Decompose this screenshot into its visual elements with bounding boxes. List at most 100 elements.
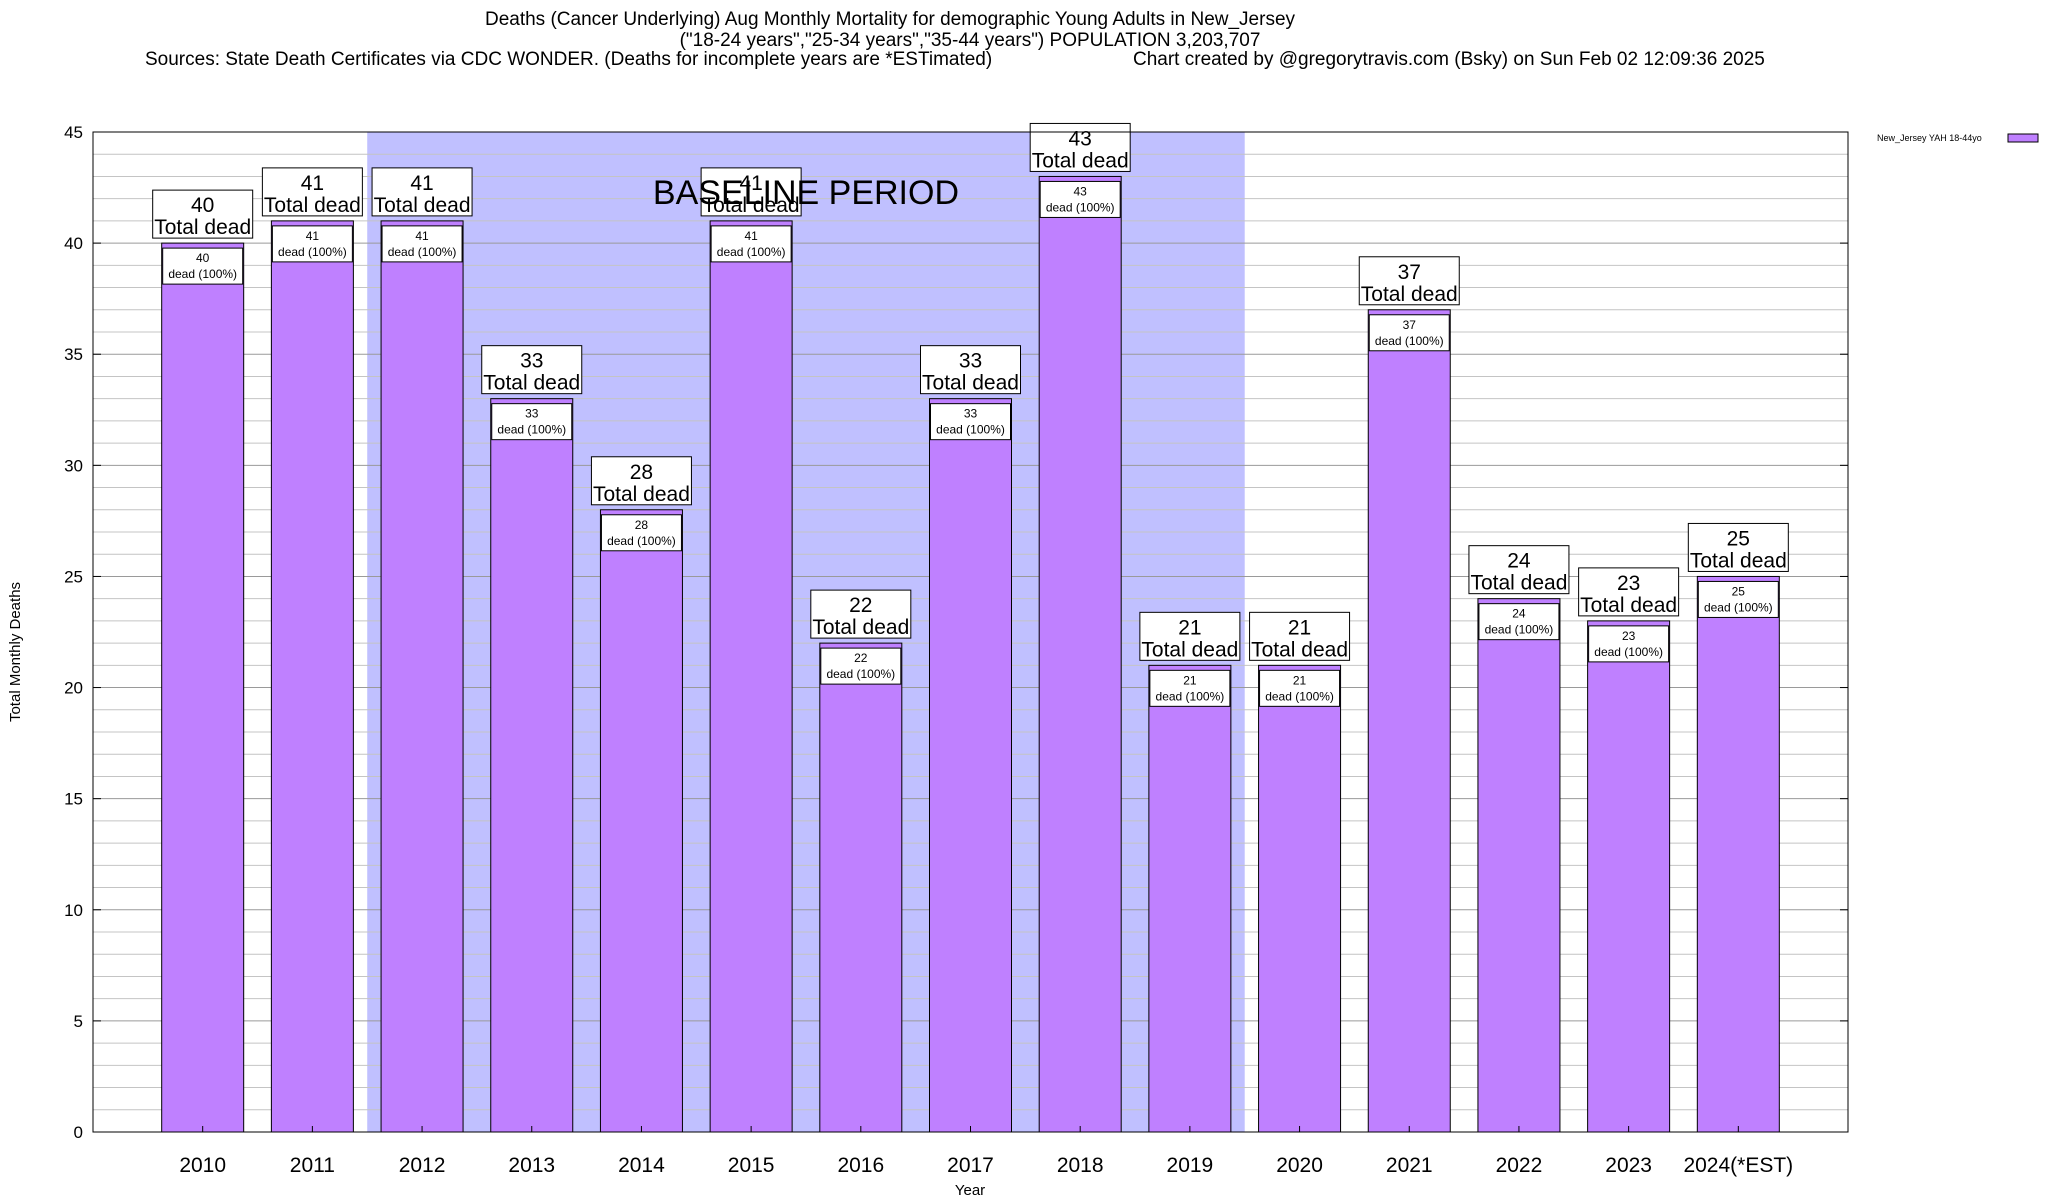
top-total-label: Total dead (703, 194, 800, 217)
x-tick-label: 2018 (1057, 1154, 1104, 1177)
y-tick-label: 10 (64, 901, 83, 920)
top-label-box (261, 167, 363, 217)
y-axis: 0 5 10 15 20 25 30 35 40 45 (64, 123, 1848, 1142)
top-total-label: Total dead (483, 372, 580, 395)
inner-label-box (381, 225, 463, 263)
top-total-label: Total dead (1032, 149, 1129, 172)
chart-title: Deaths (Cancer Underlying) Aug Monthly M… (485, 9, 1296, 30)
top-value-label: 21 (1288, 616, 1311, 639)
y-tick-label: 45 (64, 123, 83, 142)
top-value-label: 28 (630, 461, 653, 484)
y-tick-label: 40 (64, 234, 83, 253)
top-label-box (1687, 522, 1789, 572)
top-value-label: 43 (1069, 127, 1092, 150)
inner-value-label: 23 (1622, 629, 1636, 643)
top-label-box (1468, 545, 1570, 595)
inner-percent-label: dead (100%) (1375, 334, 1444, 348)
top-total-label: Total dead (264, 194, 361, 217)
x-tick-label: 2022 (1496, 1154, 1543, 1177)
x-tick-label: 2017 (947, 1154, 994, 1177)
inner-value-label: 43 (1074, 184, 1088, 198)
inner-value-label: 33 (964, 407, 978, 421)
legend: New_Jersey YAH 18-44yo (1877, 133, 2039, 143)
top-total-label: Total dead (593, 483, 690, 506)
inner-percent-label: dead (100%) (278, 245, 347, 259)
top-value-label: 37 (1398, 261, 1421, 284)
top-label-box (1358, 256, 1460, 306)
top-label-box (590, 456, 692, 506)
top-total-label: Total dead (374, 194, 471, 217)
inner-label-box (1149, 669, 1231, 707)
inner-label-box (820, 647, 902, 685)
inner-value-label: 40 (196, 251, 210, 265)
top-label-box (1249, 611, 1351, 661)
inner-label-box (491, 403, 573, 441)
x-tick-label: 2011 (290, 1154, 335, 1177)
inner-percent-label: dead (100%) (1594, 645, 1663, 659)
bar (380, 220, 464, 1133)
inner-value-label: 28 (635, 518, 649, 532)
bar (270, 220, 354, 1133)
top-total-label: Total dead (1251, 638, 1348, 661)
top-total-label: Total dead (922, 372, 1019, 395)
bar (819, 642, 903, 1133)
inner-value-label: 41 (744, 229, 758, 243)
inner-value-label: 37 (1403, 318, 1417, 332)
x-tick-label: 2014 (618, 1154, 665, 1177)
x-tick-label: 2023 (1605, 1154, 1652, 1177)
inner-percent-label: dead (100%) (388, 245, 457, 259)
legend-swatch (2007, 133, 2039, 143)
top-value-label: 41 (739, 172, 762, 195)
inner-percent-label: dead (100%) (1485, 623, 1554, 637)
y-tick-label: 25 (64, 567, 83, 586)
y-axis-title: Total Monthly Deaths (7, 582, 24, 722)
inner-percent-label: dead (100%) (936, 423, 1005, 437)
top-total-label: Total dead (1141, 638, 1238, 661)
bar (929, 398, 1012, 1133)
bar (1587, 620, 1671, 1133)
inner-value-label: 41 (415, 229, 429, 243)
inner-label-box (1588, 625, 1670, 663)
bar (1258, 664, 1342, 1133)
top-label-box (1578, 567, 1680, 617)
inner-label-box (1478, 603, 1560, 641)
bar (709, 220, 793, 1133)
y-tick-label: 35 (64, 345, 83, 364)
bar (490, 398, 574, 1133)
bar (1367, 309, 1451, 1133)
x-axis: 2010 2011 2012 2013 2014 2015 2016 2017 2018 2019… (179, 1126, 1793, 1177)
y-tick-label: 30 (64, 456, 83, 475)
inner-percent-label: dead (100%) (717, 245, 786, 259)
x-tick-label: 2013 (508, 1154, 555, 1177)
inner-label-box (162, 247, 244, 285)
top-label-box (152, 189, 254, 239)
y-tick-label: 15 (64, 790, 83, 809)
inner-percent-label: dead (100%) (1156, 689, 1225, 703)
top-total-label: Total dead (1690, 549, 1787, 572)
y-tick-label: 5 (74, 1012, 83, 1031)
bar (1477, 598, 1561, 1133)
x-tick-label: 2024(*EST) (1683, 1154, 1793, 1177)
top-label-box (1029, 122, 1131, 172)
bar (161, 242, 245, 1133)
top-value-label: 24 (1507, 550, 1531, 573)
y-tick-label: 20 (64, 679, 83, 698)
inner-value-label: 41 (306, 229, 320, 243)
y-tick-label: 0 (74, 1123, 83, 1142)
inner-percent-label: dead (100%) (1704, 600, 1773, 614)
x-tick-label: 2015 (728, 1154, 775, 1177)
top-label-box (920, 345, 1021, 395)
inner-value-label: 24 (1512, 607, 1526, 621)
top-value-label: 22 (849, 594, 872, 617)
inner-percent-label: dead (100%) (1265, 689, 1334, 703)
chart-subtitle: ("18-24 years","25-34 years","35-44 year… (680, 30, 1261, 51)
inner-label-box (1259, 669, 1341, 707)
inner-percent-label: dead (100%) (826, 667, 895, 681)
top-value-label: 41 (410, 172, 433, 195)
bar (1038, 175, 1122, 1133)
top-total-label: Total dead (1580, 594, 1677, 617)
x-axis-title: Year (955, 1182, 985, 1199)
top-total-label: Total dead (154, 216, 251, 239)
top-value-label: 23 (1617, 572, 1640, 595)
